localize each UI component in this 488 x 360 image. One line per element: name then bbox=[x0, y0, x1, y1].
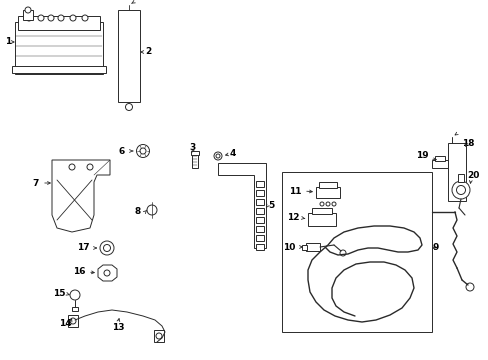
Bar bbox=[18, 16, 100, 30]
Text: 9: 9 bbox=[432, 243, 438, 252]
Text: 3: 3 bbox=[189, 144, 196, 153]
Circle shape bbox=[147, 205, 157, 215]
Circle shape bbox=[216, 154, 220, 158]
Text: 19: 19 bbox=[415, 152, 427, 161]
Circle shape bbox=[339, 250, 346, 256]
Text: 8: 8 bbox=[135, 207, 141, 216]
Text: 5: 5 bbox=[267, 201, 274, 210]
Circle shape bbox=[319, 202, 324, 206]
Circle shape bbox=[136, 144, 149, 158]
Bar bbox=[256, 199, 264, 205]
Bar bbox=[457, 174, 463, 182]
Circle shape bbox=[331, 202, 335, 206]
Text: 18: 18 bbox=[461, 139, 473, 148]
Bar bbox=[307, 213, 335, 226]
Bar bbox=[118, 10, 140, 102]
Bar bbox=[192, 154, 198, 168]
Circle shape bbox=[214, 152, 222, 160]
Bar bbox=[72, 307, 78, 311]
Bar bbox=[256, 217, 264, 223]
Bar bbox=[447, 143, 465, 201]
Text: 12: 12 bbox=[286, 213, 299, 222]
Circle shape bbox=[58, 15, 64, 21]
Text: 16: 16 bbox=[73, 267, 85, 276]
Circle shape bbox=[100, 241, 114, 255]
Circle shape bbox=[82, 15, 88, 21]
Text: 17: 17 bbox=[77, 243, 89, 252]
Bar bbox=[318, 182, 336, 188]
Circle shape bbox=[87, 164, 93, 170]
Bar bbox=[256, 235, 264, 241]
Circle shape bbox=[156, 333, 162, 339]
Circle shape bbox=[26, 15, 32, 21]
Bar bbox=[23, 10, 33, 20]
Bar bbox=[256, 208, 264, 214]
Polygon shape bbox=[52, 160, 110, 232]
Bar bbox=[434, 156, 444, 161]
Text: 11: 11 bbox=[288, 186, 301, 195]
Circle shape bbox=[69, 164, 75, 170]
Circle shape bbox=[140, 148, 146, 154]
Bar bbox=[256, 190, 264, 196]
Bar bbox=[191, 151, 199, 155]
Bar bbox=[15, 22, 103, 74]
Bar bbox=[256, 181, 264, 187]
Text: 20: 20 bbox=[466, 171, 478, 180]
Circle shape bbox=[25, 7, 31, 13]
Circle shape bbox=[456, 185, 465, 194]
Text: 14: 14 bbox=[59, 319, 71, 328]
Circle shape bbox=[48, 15, 54, 21]
Bar bbox=[68, 315, 78, 327]
Bar bbox=[315, 187, 339, 198]
Bar bbox=[311, 208, 331, 214]
Circle shape bbox=[325, 202, 329, 206]
Circle shape bbox=[38, 15, 44, 21]
Text: 6: 6 bbox=[119, 147, 125, 156]
Text: 7: 7 bbox=[33, 179, 39, 188]
Bar bbox=[302, 245, 306, 250]
Bar bbox=[305, 243, 319, 251]
Bar bbox=[256, 244, 264, 250]
Text: 2: 2 bbox=[144, 48, 151, 57]
Circle shape bbox=[125, 104, 132, 111]
Bar bbox=[256, 226, 264, 232]
Bar bbox=[431, 160, 447, 168]
Text: 10: 10 bbox=[282, 243, 295, 252]
Text: 13: 13 bbox=[112, 324, 124, 333]
Polygon shape bbox=[98, 265, 117, 281]
Bar bbox=[154, 330, 163, 342]
Bar bbox=[12, 66, 106, 73]
Circle shape bbox=[70, 290, 80, 300]
Circle shape bbox=[465, 283, 473, 291]
Text: 4: 4 bbox=[229, 149, 236, 158]
Bar bbox=[282, 172, 431, 332]
Text: 15: 15 bbox=[53, 289, 65, 298]
Circle shape bbox=[451, 181, 469, 199]
Circle shape bbox=[103, 244, 110, 252]
Circle shape bbox=[104, 270, 110, 276]
Text: 1: 1 bbox=[5, 37, 11, 46]
Polygon shape bbox=[218, 163, 265, 248]
Circle shape bbox=[70, 15, 76, 21]
Circle shape bbox=[70, 318, 76, 324]
